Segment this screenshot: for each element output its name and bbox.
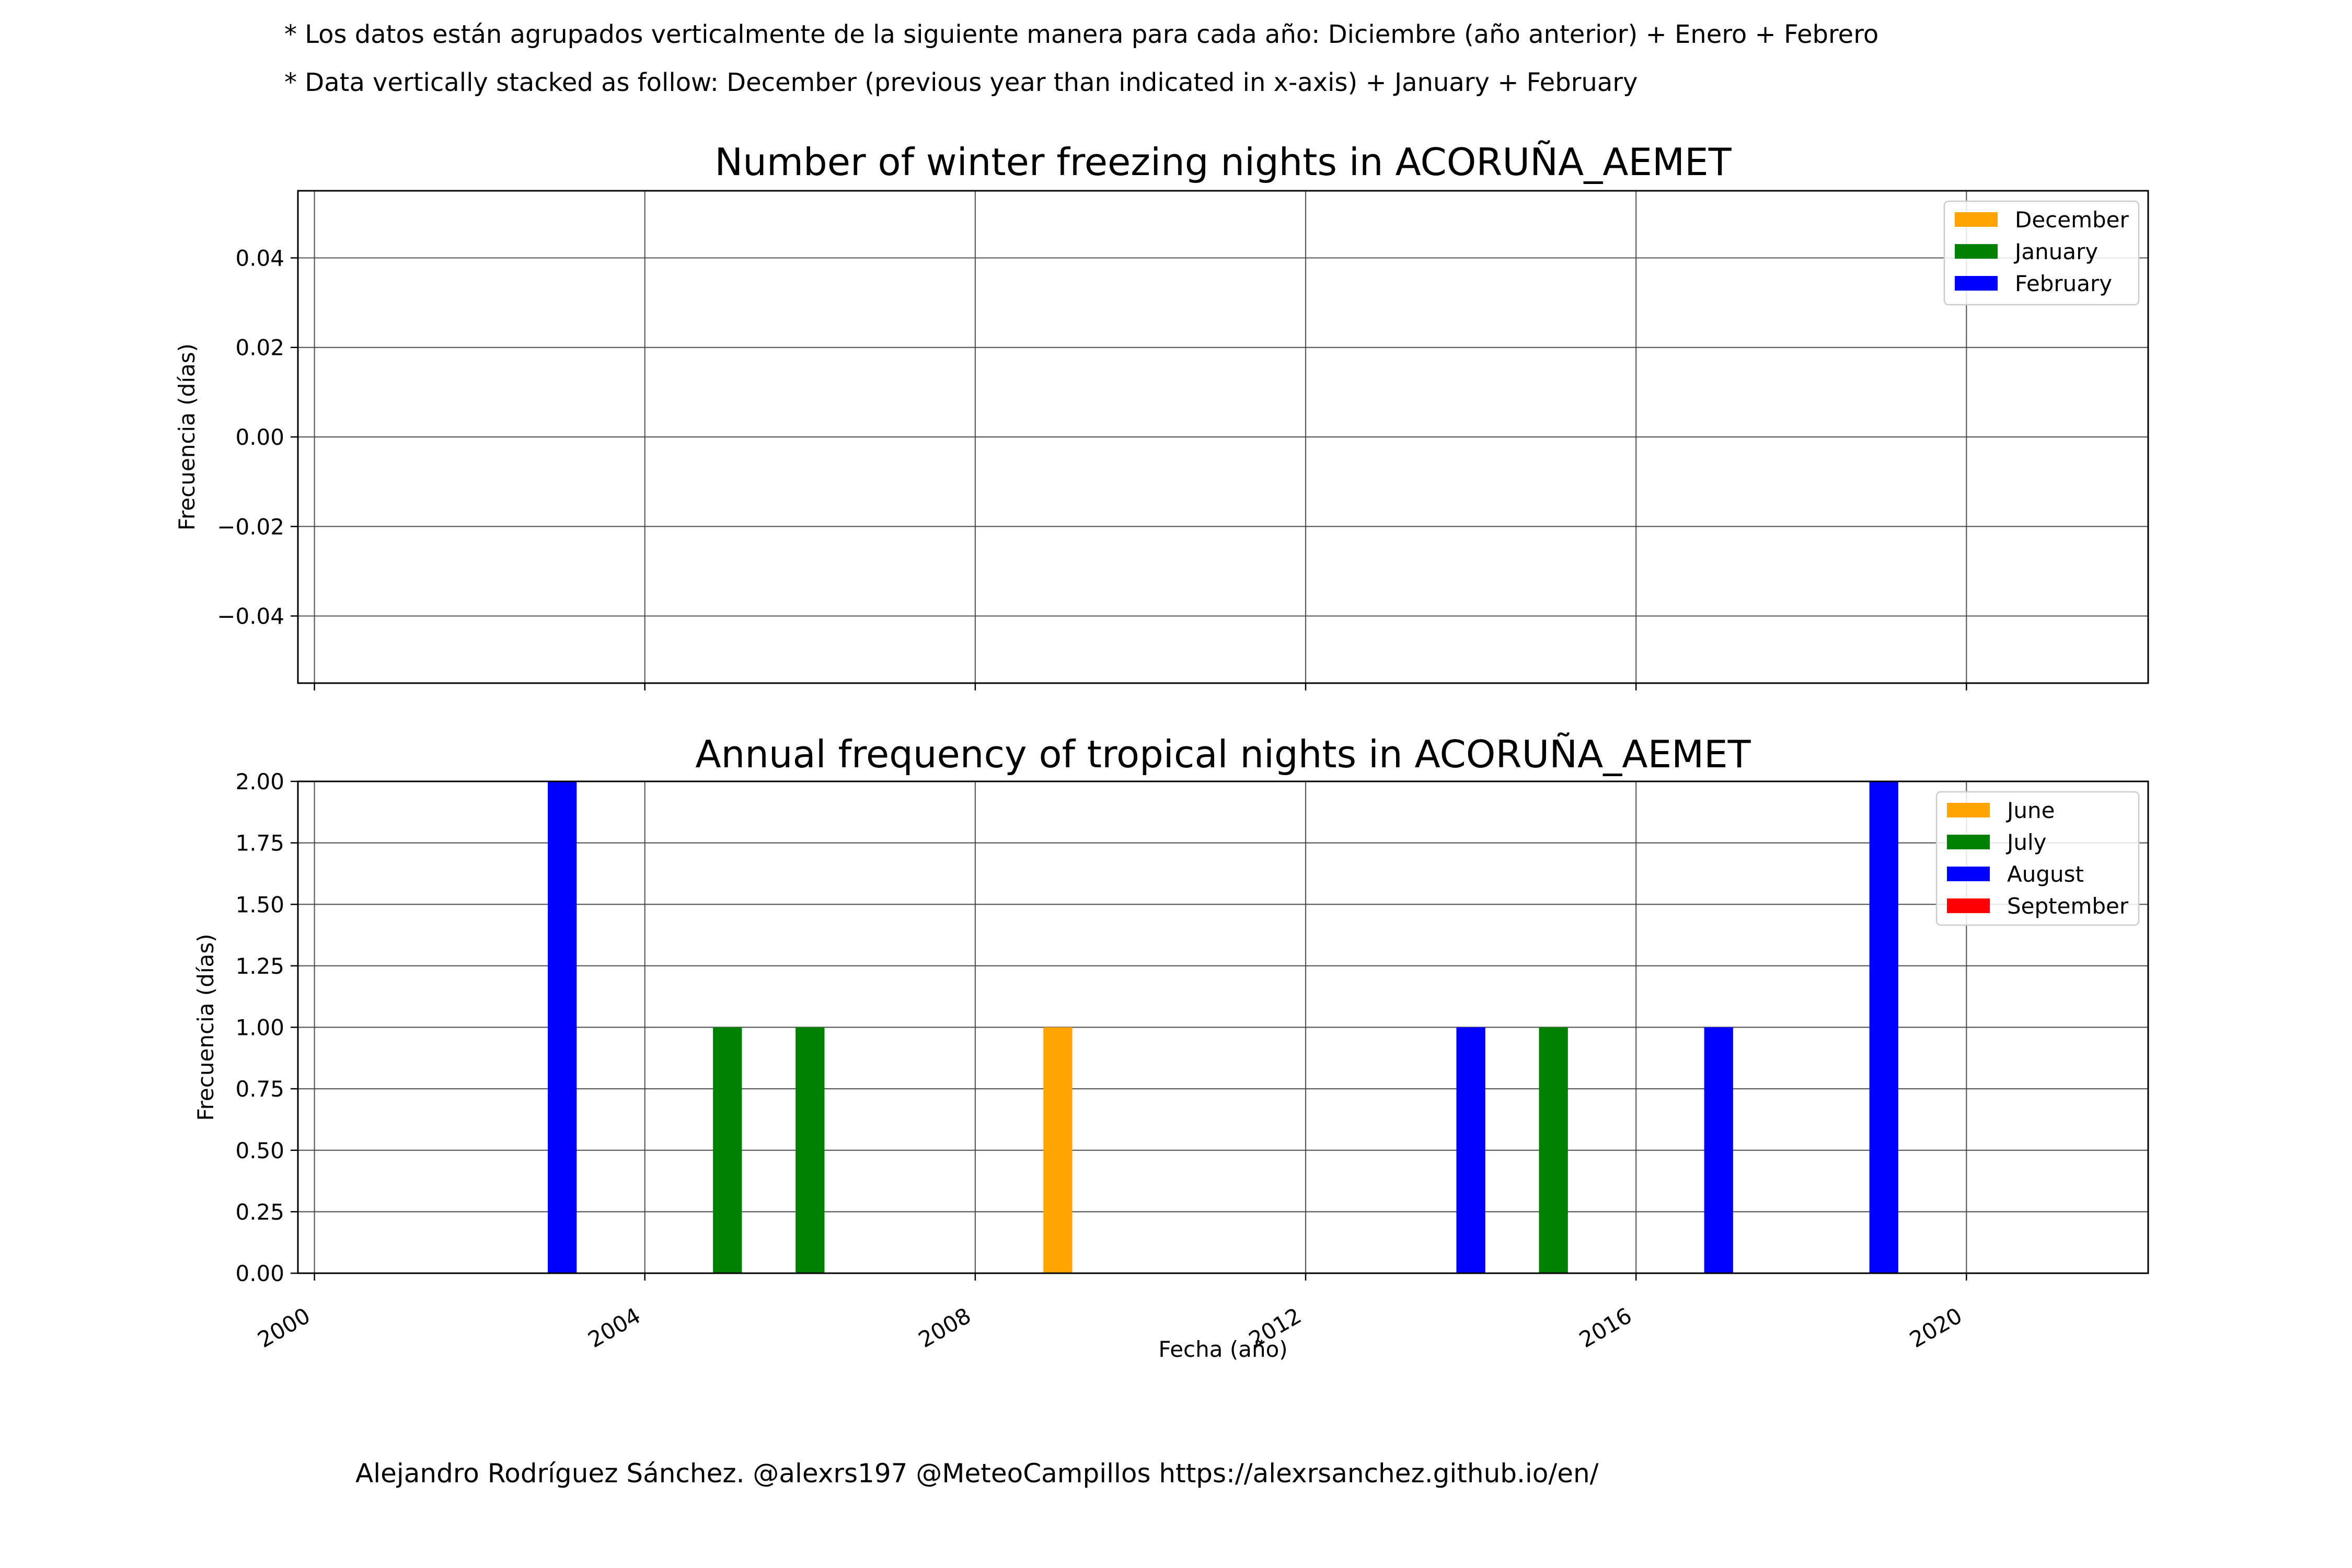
x-tick-label: 2016 bbox=[1575, 1302, 1636, 1353]
note-english: * Data vertically stacked as follow: Dec… bbox=[284, 68, 1638, 97]
y-axis-label: Frecuencia (días) bbox=[174, 343, 200, 531]
y-tick-label: 2.00 bbox=[235, 769, 284, 794]
bar-august-2019 bbox=[1869, 781, 1898, 1273]
legend-swatch-july bbox=[1947, 835, 1990, 849]
y-tick-label: 0.04 bbox=[235, 245, 284, 271]
freezing-nights-chart: Number of winter freezing nights in ACOR… bbox=[174, 140, 2149, 690]
y-axis-label: Frecuencia (días) bbox=[193, 933, 218, 1121]
y-tick-label: 0.02 bbox=[235, 335, 284, 361]
bar-july-2015 bbox=[1539, 1027, 1568, 1273]
x-axis-label: Fecha (año) bbox=[1158, 1336, 1287, 1362]
y-tick-label: 1.75 bbox=[235, 831, 284, 856]
y-tick-label: 0.50 bbox=[235, 1138, 284, 1163]
x-tick-label: 2020 bbox=[1905, 1302, 1966, 1353]
chart-title: Number of winter freezing nights in ACOR… bbox=[714, 140, 1732, 184]
bar-july-2006 bbox=[795, 1027, 825, 1273]
legend-swatch-august bbox=[1947, 867, 1990, 881]
x-tick-label: 2004 bbox=[584, 1302, 645, 1353]
legend: December January February bbox=[1943, 200, 2140, 306]
chart-title: Annual frequency of tropical nights in A… bbox=[695, 732, 1751, 776]
y-tick-label: 0.25 bbox=[235, 1199, 284, 1225]
y-tick-label: 1.50 bbox=[235, 892, 284, 917]
legend-box bbox=[1935, 791, 2140, 926]
note-spanish: * Los datos están agrupados verticalment… bbox=[284, 20, 1879, 49]
legend-swatch-september bbox=[1947, 898, 1990, 913]
legend-swatch-december bbox=[1955, 212, 1998, 227]
legend-label-august: August bbox=[2007, 861, 2084, 887]
bar-june-2009 bbox=[1043, 1027, 1073, 1273]
y-tick-label: −0.02 bbox=[217, 514, 284, 539]
legend-label-february: February bbox=[2015, 271, 2112, 296]
y-tick-label: 0.75 bbox=[235, 1076, 284, 1102]
legend-label-january: January bbox=[2013, 239, 2098, 264]
y-tick-label: −0.04 bbox=[217, 604, 284, 629]
x-tick-label: 2000 bbox=[253, 1302, 315, 1353]
legend-label-december: December bbox=[2015, 207, 2129, 233]
y-tick-label: 0.00 bbox=[235, 424, 284, 450]
x-tick-label: 2008 bbox=[914, 1302, 975, 1353]
legend-label-june: June bbox=[2005, 798, 2055, 823]
y-tick-label: 1.25 bbox=[235, 953, 284, 979]
y-tick-label: 0.00 bbox=[235, 1261, 284, 1286]
tropical-nights-chart: Annual frequency of tropical nights in A… bbox=[193, 732, 2149, 1362]
legend-label-july: July bbox=[2005, 829, 2047, 855]
author-credit: Alejandro Rodríguez Sánchez. @alexrs197 … bbox=[355, 1458, 1599, 1489]
legend: June July August September bbox=[1935, 791, 2140, 926]
legend-label-september: September bbox=[2007, 893, 2129, 919]
legend-swatch-june bbox=[1947, 803, 1990, 817]
bar-august-2003 bbox=[548, 781, 577, 1273]
bar-august-2014 bbox=[1456, 1027, 1485, 1273]
y-tick-label: 1.00 bbox=[235, 1015, 284, 1041]
legend-swatch-february bbox=[1955, 276, 1998, 291]
legend-swatch-january bbox=[1955, 244, 1998, 259]
bar-july-2005 bbox=[713, 1027, 742, 1273]
bar-august-2017 bbox=[1704, 1027, 1733, 1273]
